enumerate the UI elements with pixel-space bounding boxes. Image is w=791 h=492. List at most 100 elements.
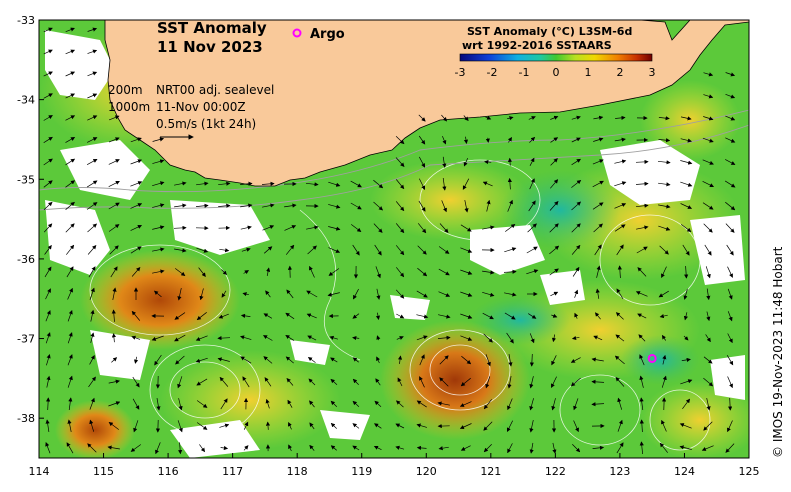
current-vector — [527, 223, 537, 233]
current-vector — [592, 159, 604, 165]
current-vector — [243, 421, 249, 430]
current-vector — [571, 115, 581, 120]
current-vector — [240, 225, 252, 230]
current-vector — [616, 288, 624, 300]
current-vector — [68, 397, 73, 411]
current-vector — [706, 288, 711, 301]
current-vector — [89, 354, 95, 365]
current-vector — [306, 290, 318, 298]
current-vector — [724, 180, 736, 188]
current-vector — [88, 266, 96, 278]
y-tick-label: -38 — [17, 412, 35, 425]
current-vector — [265, 421, 271, 430]
current-vector — [87, 443, 97, 453]
current-vector — [703, 356, 713, 364]
current-vector — [680, 379, 693, 385]
current-vector — [87, 71, 98, 77]
current-vector — [727, 376, 733, 389]
argo-legend-label: Argo — [310, 27, 345, 42]
current-vector — [45, 442, 51, 454]
current-vector — [484, 159, 492, 165]
current-vector — [178, 442, 183, 455]
current-vector — [529, 157, 535, 166]
current-vector — [727, 288, 733, 300]
y-tick-label: -35 — [17, 173, 35, 186]
current-vector — [703, 116, 714, 121]
current-vector — [133, 356, 139, 364]
current-vector — [459, 401, 472, 407]
current-vector — [701, 445, 714, 451]
current-vector — [550, 179, 559, 189]
current-vector — [704, 244, 712, 256]
current-vector — [703, 377, 714, 387]
current-vector — [395, 445, 405, 450]
current-vector — [725, 137, 736, 143]
current-vector — [529, 376, 534, 389]
colorbar-tick-label: 2 — [617, 66, 624, 79]
current-vector — [110, 266, 118, 278]
current-vector — [614, 224, 626, 232]
current-vector — [199, 444, 206, 453]
current-vector — [659, 314, 668, 319]
current-vector — [174, 181, 187, 186]
current-vector — [373, 223, 383, 233]
current-vector — [483, 333, 493, 343]
current-vector — [658, 116, 670, 121]
current-vector — [266, 267, 271, 276]
current-vector — [658, 290, 669, 298]
current-vector — [152, 159, 165, 164]
current-vector — [680, 224, 692, 233]
current-vector — [67, 332, 73, 344]
current-vector — [460, 377, 471, 387]
current-vector — [460, 224, 472, 232]
current-vector — [43, 201, 53, 210]
current-vector — [395, 136, 405, 145]
current-vector — [112, 287, 117, 300]
y-tick-label: -37 — [17, 333, 35, 346]
current-vector — [485, 115, 492, 120]
current-vector — [108, 137, 120, 143]
colorbar-ticks: -3 -2 -1 0 1 2 3 — [455, 66, 656, 79]
current-vector — [153, 290, 162, 298]
current-vector — [195, 335, 208, 341]
current-vector — [638, 334, 646, 342]
current-vector — [265, 290, 271, 298]
current-vector — [395, 245, 405, 256]
current-vector — [639, 397, 644, 411]
current-vector — [637, 267, 647, 277]
current-vector — [196, 422, 208, 430]
current-vector — [529, 353, 534, 367]
plot-frame — [38, 19, 750, 459]
y-tick-label: -36 — [17, 253, 35, 266]
current-vector — [375, 312, 381, 320]
current-vector — [86, 180, 98, 188]
current-vector — [661, 266, 667, 279]
current-vector — [419, 354, 425, 366]
current-vector — [328, 181, 341, 187]
current-vector — [679, 423, 692, 429]
current-vector — [307, 356, 316, 363]
x-tick-label: 114 — [29, 465, 50, 478]
current-vector — [130, 225, 143, 231]
current-vector — [177, 288, 182, 301]
current-vector — [572, 443, 581, 453]
current-vector — [330, 400, 338, 408]
current-vector — [725, 443, 735, 453]
current-vector — [108, 401, 121, 407]
current-vector — [615, 115, 626, 120]
current-vector — [614, 203, 627, 209]
colorbar-tick-label: -2 — [487, 66, 498, 79]
current-vector — [661, 375, 667, 388]
current-vector — [43, 136, 53, 143]
current-vector — [703, 223, 713, 233]
current-vector — [658, 182, 671, 187]
current-vector — [550, 158, 558, 166]
current-vector — [483, 399, 492, 410]
current-vector — [635, 291, 648, 297]
x-tick-label: 121 — [480, 465, 501, 478]
current-vector — [571, 201, 582, 211]
current-vector — [615, 312, 624, 320]
current-vector — [195, 203, 209, 208]
current-vector — [574, 289, 579, 298]
current-vector — [571, 179, 582, 188]
